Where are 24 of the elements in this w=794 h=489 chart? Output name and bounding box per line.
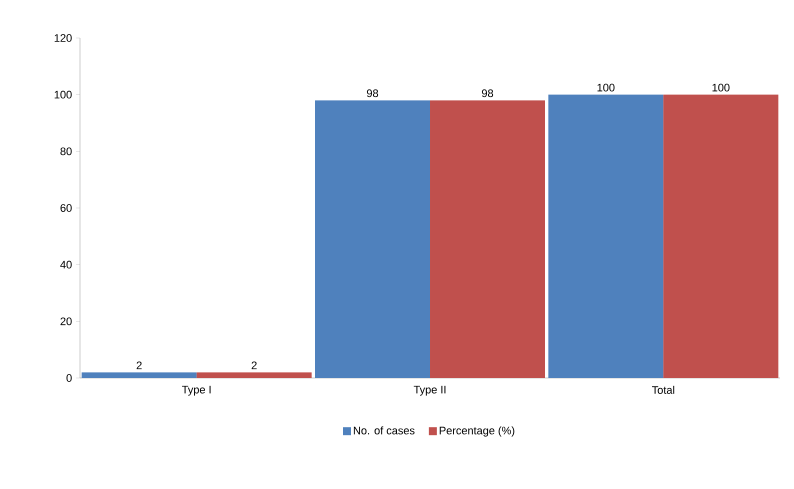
y-tick-label: 100 [54, 90, 72, 99]
y-tick-label: 120 [54, 34, 72, 42]
data-label: 100 [598, 84, 615, 92]
y-tick-label: 80 [60, 147, 72, 156]
y-tick-label: 20 [60, 317, 72, 326]
data-label: 100 [712, 84, 730, 92]
data-label: 2 [252, 362, 257, 370]
bar [430, 100, 546, 378]
bar [82, 372, 197, 378]
bar [315, 100, 430, 378]
legend-label: No. of cases [354, 426, 415, 434]
bar [548, 94, 664, 378]
data-label: 2 [136, 362, 142, 370]
bar [663, 94, 778, 378]
x-tick-label: Total [652, 386, 674, 394]
data-label: 98 [482, 89, 494, 98]
x-tick-label: Type I [182, 386, 211, 396]
legend-label: Percentage (%) [440, 426, 514, 437]
y-tick-label: 0 [66, 374, 72, 382]
y-tick-label: 60 [60, 204, 72, 212]
y-tick-label: 40 [60, 260, 72, 269]
x-tick-label: Type II [414, 386, 446, 396]
bar [196, 372, 312, 378]
data-label: 98 [366, 89, 378, 98]
